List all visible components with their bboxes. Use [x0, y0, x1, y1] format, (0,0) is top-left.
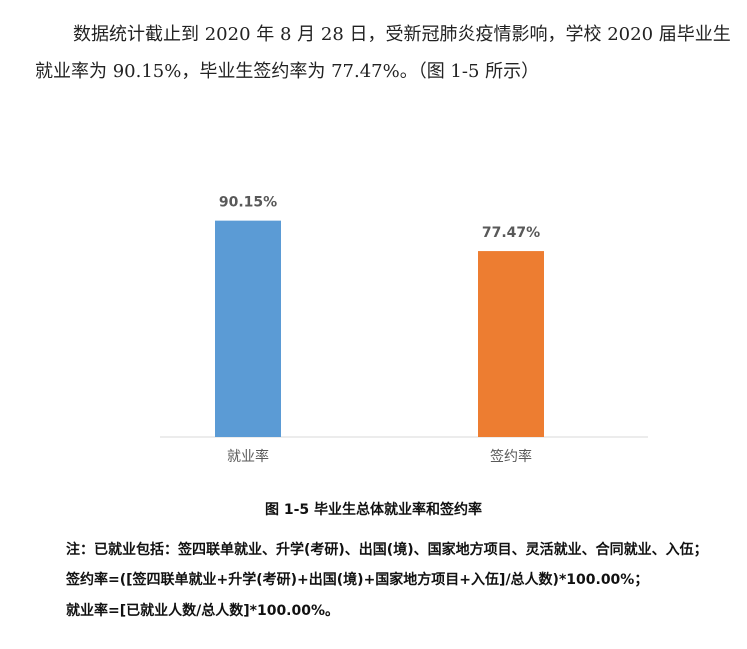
- note-signing-rate-formula: 签约率=([签四联单就业+升学(考研)+出国(境)+国家地方项目+入伍]/总人数…: [66, 572, 649, 588]
- data-label-1: 90.15%: [219, 195, 277, 211]
- note-employment-rate-formula: 就业率=[已就业人数/总人数]*100.00%。: [66, 603, 340, 619]
- data-label-2: 77.47%: [482, 225, 540, 241]
- category-label-2: 签约率: [490, 448, 532, 465]
- intro-paragraph: 数据统计截止到 2020 年 8 月 28 日，受新冠肺炎疫情影响，学校 202…: [35, 24, 731, 82]
- bar-2: [478, 251, 544, 437]
- notes-block: 注：已就业包括：签四联单就业、升学(考研)、出国(境)、国家地方项目、灵活就业、…: [30, 537, 730, 624]
- category-label-1: 就业率: [227, 448, 269, 465]
- bar-1: [215, 220, 281, 437]
- note-employment-definition: 注：已就业包括：签四联单就业、升学(考研)、出国(境)、国家地方项目、灵活就业、…: [66, 542, 708, 558]
- chart-caption: 图 1-5 毕业生总体就业率和签约率: [264, 502, 483, 518]
- bar-chart: 90.15% 就业率 77.47% 签约率: [160, 195, 648, 465]
